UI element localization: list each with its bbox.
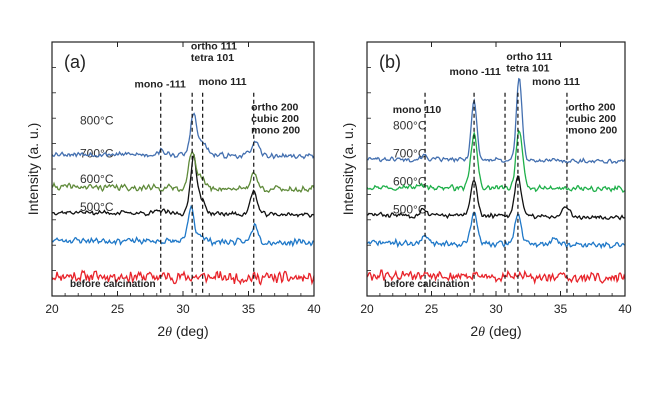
- x-tick-label-2: 30: [176, 302, 190, 316]
- peak-label-4: ortho 200 cubic 200 mono 200: [568, 102, 617, 137]
- panel-tag: (b): [379, 52, 401, 72]
- series-label-0: before calcination: [70, 279, 156, 290]
- series-label-4: 800°C: [393, 119, 427, 133]
- panel-b: before calcination 500°C 600°C 700°C 800°C mo…: [340, 41, 632, 340]
- panel-tag: (a): [64, 52, 86, 72]
- x-tick-label-1: 25: [111, 302, 125, 316]
- x-tick-label-0: 20: [45, 302, 59, 316]
- peak-label-3: mono 111: [532, 76, 580, 88]
- series-line-2: [51, 153, 315, 219]
- series-label-3: 700°C: [80, 147, 114, 161]
- series-line-4: [366, 77, 626, 165]
- series-line-4: [51, 112, 315, 160]
- x-tick-label-1: 25: [425, 302, 439, 316]
- peak-label-2: mono 111: [199, 76, 247, 88]
- x-tick-label-4: 40: [618, 302, 632, 316]
- peak-label-3: ortho 200 cubic 200 mono 200: [251, 102, 300, 137]
- series-label-4: 800°C: [80, 114, 114, 128]
- series-label-2: 600°C: [393, 175, 427, 189]
- peak-label-1: mono -111: [450, 66, 502, 78]
- series-line-1: [366, 211, 626, 250]
- peak-label-0: mono -111: [135, 79, 187, 91]
- series-line-0: [366, 269, 626, 285]
- series-label-0: before calcination: [384, 279, 470, 290]
- series-label-1: 500°C: [80, 200, 114, 214]
- series-line-0: [51, 269, 315, 286]
- series-line-3: [51, 150, 315, 194]
- panel-a: before calcination 500°C 600°C 700°C 800°C mo…: [25, 41, 321, 340]
- x-tick-label-2: 30: [489, 302, 503, 316]
- x-tick-label-3: 35: [554, 302, 568, 316]
- y-axis-label: Intensity (a. u.): [340, 123, 356, 216]
- peak-label-2: ortho 111 tetra 101: [506, 51, 552, 75]
- series-label-3: 700°C: [393, 147, 427, 161]
- x-tick-label-4: 40: [307, 302, 321, 316]
- x-axis-label: 2θ (deg): [157, 323, 208, 340]
- series-label-2: 600°C: [80, 172, 114, 186]
- series-line-1: [51, 205, 315, 248]
- series-label-1: 500°C: [393, 202, 427, 216]
- y-axis-label: Intensity (a. u.): [25, 123, 41, 216]
- series-line-2: [366, 175, 626, 221]
- peak-label-0: mono 110: [393, 104, 442, 116]
- series-line-3: [366, 129, 626, 194]
- x-tick-label-0: 20: [360, 302, 374, 316]
- x-tick-label-3: 35: [242, 302, 256, 316]
- plot-frame: [366, 41, 626, 297]
- x-axis-label: 2θ (deg): [470, 323, 521, 340]
- peak-label-1: ortho 111 tetra 101: [191, 41, 237, 64]
